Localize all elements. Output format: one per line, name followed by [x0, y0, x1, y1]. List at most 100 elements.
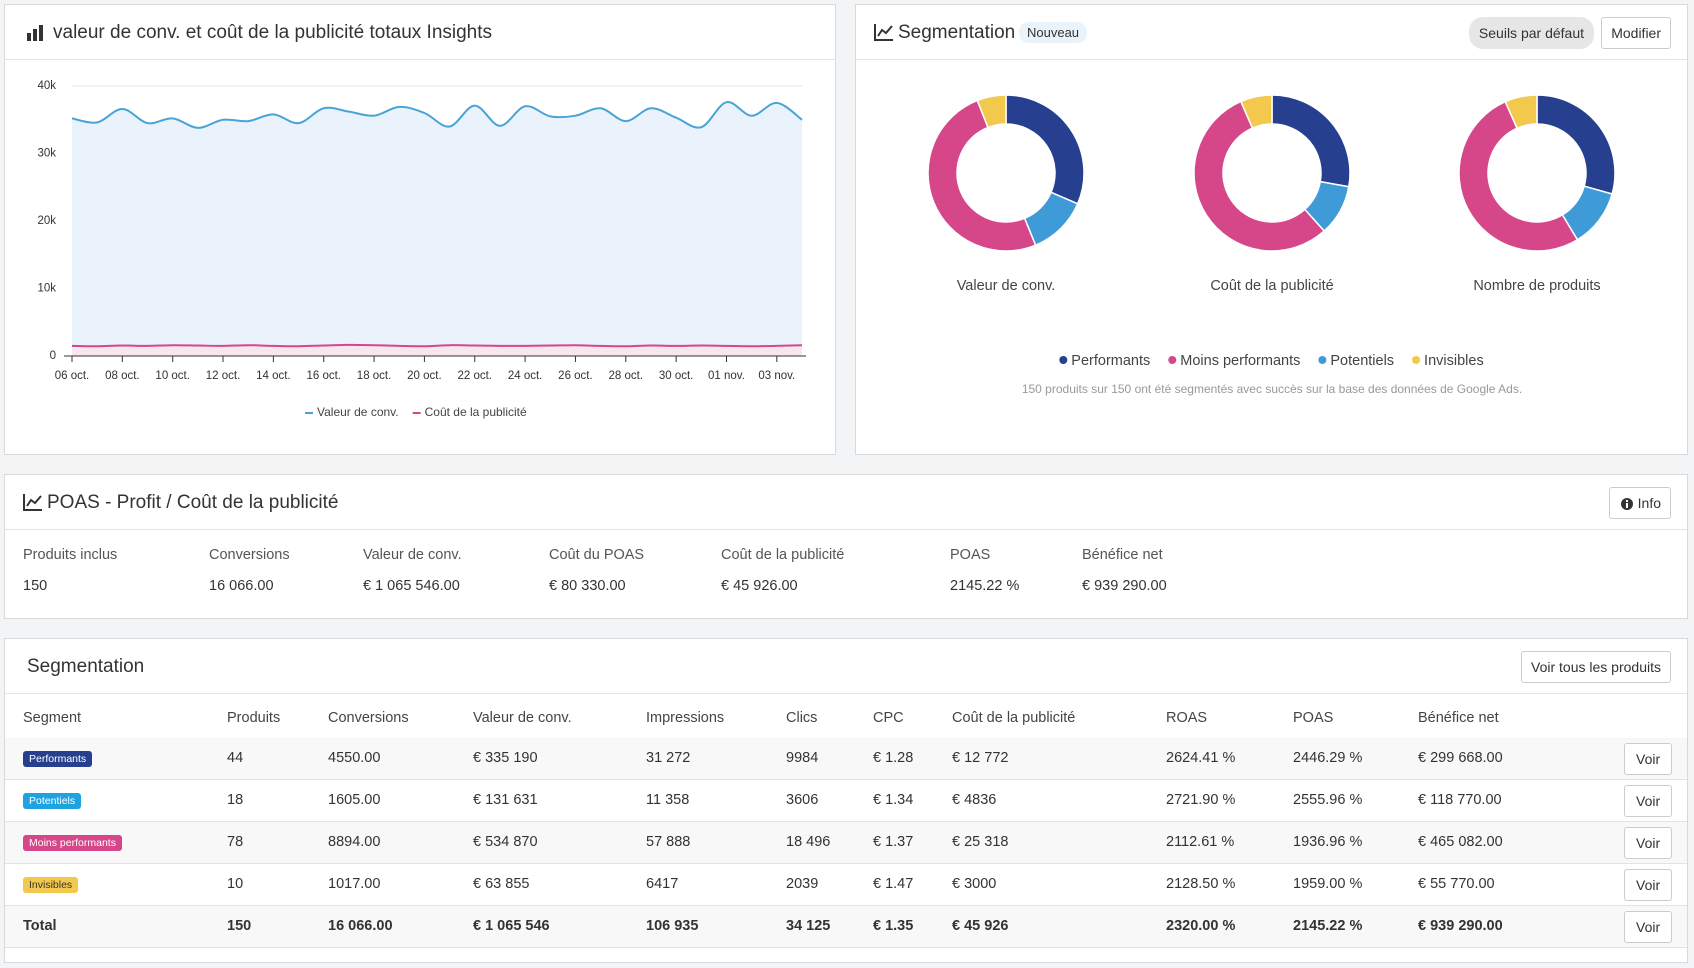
table-row — [5, 864, 1687, 906]
donut-segment — [1271, 94, 1351, 188]
table-cell: 2555.96 % — [1293, 792, 1363, 808]
table-cell: 2446.29 % — [1293, 750, 1363, 766]
column-header: Conversions — [328, 710, 409, 726]
x-tick-label: 24 oct. — [508, 370, 543, 382]
table-cell: 18 496 — [786, 834, 831, 850]
metric-value: 16 066.00 — [209, 578, 274, 594]
donut-segment — [976, 94, 1007, 129]
donut-segment — [1005, 94, 1085, 205]
legend: Performants Moins performants Potentiels In… — [1059, 353, 1484, 369]
table-cell: € 55 770.00 — [1418, 876, 1495, 892]
metric-value: € 1 065 546.00 — [363, 578, 460, 594]
table-row — [5, 822, 1687, 864]
table-cell: € 939 290.00 — [1418, 918, 1503, 934]
new-badge: Nouveau — [1019, 22, 1088, 43]
segment-cell: Invisibles — [23, 876, 79, 893]
column-header: Clics — [786, 710, 818, 726]
panel-title: Segmentation — [898, 22, 1016, 43]
line-chart: 0 10k 20k 30k 40k 06 oct. 08 oct. 10 oct. 12 oct… — [37, 80, 806, 419]
series-area — [72, 344, 802, 356]
donut-segment — [1458, 100, 1579, 252]
table-cell: 2624.41 % — [1166, 750, 1236, 766]
column-header: Coût de la publicité — [952, 710, 1076, 726]
table-cell: 150 — [227, 918, 252, 934]
table-row — [5, 906, 1687, 948]
edit-button[interactable]: Modifier — [1601, 17, 1671, 49]
column-header: Impressions — [646, 710, 725, 726]
segment-badge: Potentiels — [23, 793, 82, 809]
segment-badge: Moins performants — [23, 835, 122, 851]
legend-label: Invisibles — [1424, 353, 1484, 369]
series-area — [72, 102, 802, 356]
x-tick-label: 18 oct. — [357, 370, 392, 382]
table-cell: € 1.35 — [873, 918, 914, 934]
table-cell: € 45 926 — [952, 918, 1009, 934]
table-cell: 1936.96 % — [1293, 834, 1363, 850]
table-cell: € 335 190 — [473, 750, 538, 766]
table-cell: 31 272 — [646, 750, 691, 766]
panel-title: Segmentation — [27, 656, 145, 677]
table-row — [5, 738, 1687, 780]
donut-segment — [1504, 94, 1538, 130]
table-cell: € 1.47 — [873, 876, 914, 892]
table-cell: 3606 — [786, 792, 819, 808]
table-cell: € 25 318 — [952, 834, 1009, 850]
series-line — [71, 343, 803, 348]
view-button[interactable]: Voir — [1624, 827, 1673, 859]
bar-icon — [27, 25, 43, 41]
view-button[interactable]: Voir — [1624, 869, 1673, 901]
table-cell: € 1.34 — [873, 792, 914, 808]
table-cell: € 4836 — [952, 792, 997, 808]
table-cell: 8894.00 — [328, 834, 381, 850]
view-button[interactable]: Voir — [1624, 743, 1673, 775]
metric-value: 2145.22 % — [950, 578, 1020, 594]
panel-header: valeur de conv. et coût de la publicité … — [5, 5, 835, 60]
donut-charts: Valeur de conv. Coût de la publicité Nombr… — [927, 94, 1616, 396]
legend-dot — [1412, 356, 1421, 364]
table-cell: € 299 668.00 — [1418, 750, 1503, 766]
y-tick-label: 40k — [37, 80, 56, 92]
view-button[interactable]: Voir — [1624, 785, 1673, 817]
table-cell: € 465 082.00 — [1418, 834, 1503, 850]
metric-label: POAS — [950, 547, 991, 563]
x-tick-label: 08 oct. — [105, 370, 140, 382]
x-tick-label: 06 oct. — [55, 370, 90, 382]
table-cell: 9984 — [786, 750, 819, 766]
table-cell: 1959.00 % — [1293, 876, 1363, 892]
table-cell: 2721.90 % — [1166, 792, 1236, 808]
metric-label: Produits inclus — [23, 547, 118, 563]
table-cell: 2145.22 % — [1293, 918, 1363, 934]
legend-label: Valeur de conv. — [317, 405, 399, 419]
table-cell: 106 935 — [646, 918, 699, 934]
column-header: Segment — [23, 710, 82, 726]
column-header: CPC — [873, 710, 904, 726]
series-line — [71, 101, 803, 129]
info-button[interactable]: Info — [1608, 487, 1671, 519]
legend-label: Moins performants — [1180, 353, 1300, 369]
table-cell: 1605.00 — [328, 792, 381, 808]
legend-dot — [1059, 356, 1068, 364]
table-cell: 2128.50 % — [1166, 876, 1236, 892]
all-products-button[interactable]: Voir tous les produits — [1521, 651, 1671, 683]
y-tick-label: 0 — [50, 350, 56, 362]
panel-header: Segmentation Voir tous les produits — [5, 639, 1687, 694]
default-thresholds-button[interactable]: Seuils par défaut — [1468, 17, 1594, 49]
table-cell: € 118 770.00 — [1418, 792, 1502, 808]
legend-dot — [1318, 356, 1327, 364]
segment-cell: Performants — [23, 750, 93, 767]
panel-title: valeur de conv. et coût de la publicité … — [53, 22, 493, 43]
x-tick-label: 01 nov. — [708, 370, 745, 382]
table-cell: € 1 065 546 — [473, 918, 550, 934]
donut-segment — [1239, 94, 1273, 130]
donut-title: Nombre de produits — [1473, 278, 1600, 294]
column-header: Bénéfice net — [1418, 710, 1499, 726]
table-cell: 16 066.00 — [328, 918, 393, 934]
table-cell: € 131 631 — [473, 792, 538, 808]
metric-value: 150 — [23, 578, 48, 594]
segment-badge: Performants — [23, 751, 93, 767]
view-button[interactable]: Voir — [1624, 911, 1673, 943]
x-tick-label: 14 oct. — [256, 370, 291, 382]
y-tick-label: 20k — [37, 215, 56, 227]
metric-label: Valeur de conv. — [363, 547, 462, 563]
